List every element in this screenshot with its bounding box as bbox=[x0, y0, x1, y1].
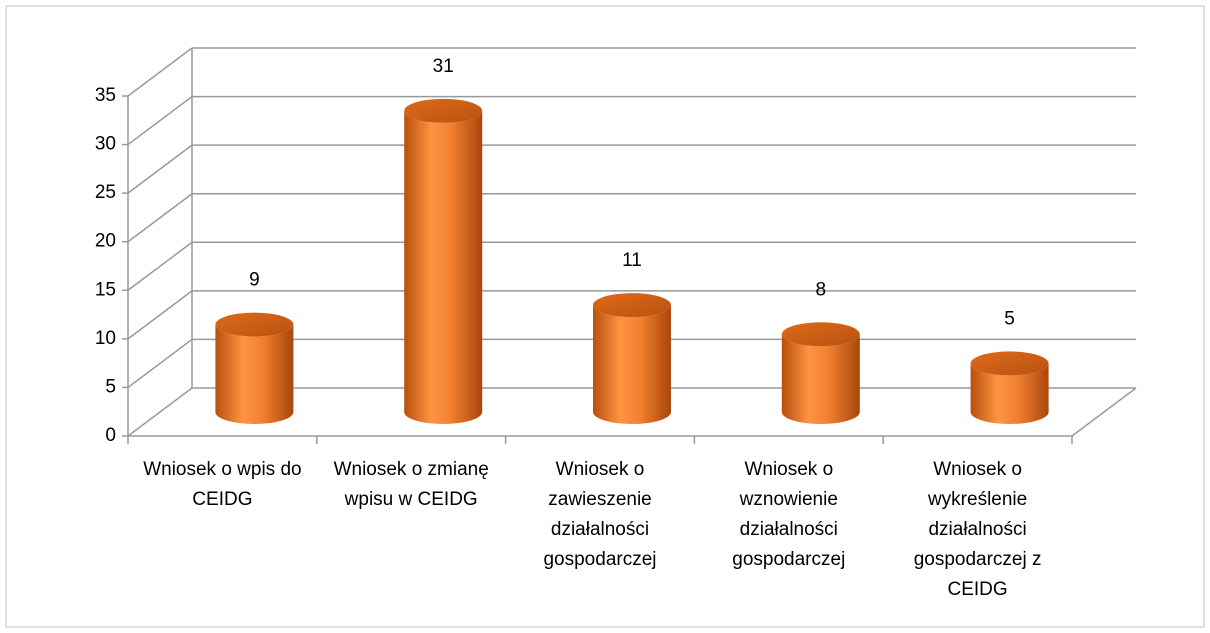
x-tick-label: Wniosek o wznowienie działalności gospod… bbox=[732, 459, 846, 570]
y-tick-label: 0 bbox=[105, 425, 116, 446]
bar-top bbox=[781, 322, 860, 347]
x-tick-label: Wniosek o zmianę wpisu w CEIDG bbox=[333, 459, 489, 510]
cylinder bbox=[593, 293, 671, 424]
grid-line bbox=[127, 144, 193, 194]
grid-line bbox=[127, 338, 193, 389]
x-tick-label: Wniosek o wykreślenie działalności gospo… bbox=[913, 459, 1042, 600]
bar bbox=[404, 110, 483, 425]
grid-line bbox=[127, 47, 193, 97]
cylinder bbox=[970, 351, 1049, 425]
y-tick-label: 5 bbox=[105, 376, 116, 397]
bar bbox=[970, 363, 1049, 425]
value-label: 31 bbox=[433, 56, 454, 77]
grid-line bbox=[127, 193, 193, 243]
value-label: 5 bbox=[1004, 308, 1015, 329]
bar-top bbox=[970, 351, 1049, 376]
value-label: 9 bbox=[249, 270, 260, 291]
value-label: 11 bbox=[622, 250, 642, 271]
y-tick-label: 30 bbox=[95, 134, 116, 155]
cylinder bbox=[215, 312, 294, 425]
x-tick-label: Wniosek o wpis do CEIDG bbox=[143, 459, 302, 510]
value-label: 8 bbox=[816, 279, 827, 300]
grid-line bbox=[127, 387, 193, 437]
y-tick-label: 15 bbox=[95, 279, 116, 300]
y-tick-label: 20 bbox=[95, 231, 116, 252]
y-tick-label: 35 bbox=[95, 85, 116, 106]
bar-top bbox=[215, 312, 294, 337]
y-tick-label: 25 bbox=[95, 182, 116, 203]
chart-frame bbox=[5, 5, 1205, 628]
bar bbox=[593, 305, 671, 424]
grid-line bbox=[127, 290, 193, 340]
cylinder bbox=[404, 98, 483, 425]
bar-top bbox=[593, 293, 671, 318]
bar-top bbox=[404, 98, 483, 123]
y-tick-label: 10 bbox=[95, 328, 116, 349]
bar bbox=[215, 324, 294, 425]
floor-edge bbox=[1071, 387, 1137, 437]
cylinder bbox=[781, 322, 860, 425]
grid-line bbox=[127, 95, 193, 146]
x-tick-label: Wniosek o zawieszenie działalności gospo… bbox=[543, 459, 657, 570]
bar bbox=[781, 334, 860, 425]
grid-line bbox=[127, 241, 193, 291]
